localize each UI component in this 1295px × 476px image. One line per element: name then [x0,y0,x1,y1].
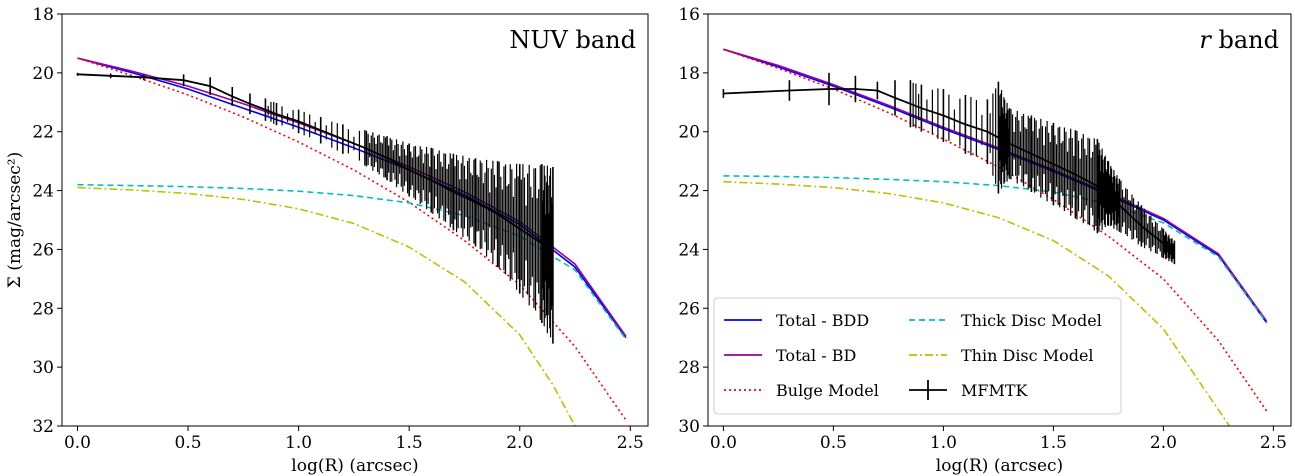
y-tick-label: 30 [678,417,700,437]
series-mfmtk [722,72,1176,265]
y-tick-label: 18 [678,64,700,84]
legend-label: Total - BD [776,346,856,365]
x-tick-label: 1.5 [1040,433,1067,453]
panel-title: r band [1199,26,1279,54]
x-axis-label: log(R) (arcsec) [291,456,418,476]
legend-item: MFMTK [909,380,1029,400]
legend-label: Bulge Model [776,381,879,400]
x-tick-label: 2.0 [506,433,533,453]
legend-item: Total - BDD [724,311,869,330]
legend-label: Thin Disc Model [961,346,1094,365]
axes-frame [61,13,649,427]
y-tick-label: 20 [32,64,54,84]
y-tick-label: 26 [32,240,54,260]
x-tick-label: 2.0 [1150,433,1177,453]
series-thin-disc-model [723,180,1231,426]
series-thin-disc-model [77,186,576,426]
plot-area [722,48,1268,426]
x-tick-label: 2.5 [1260,433,1287,453]
x-tick-label: 1.0 [285,433,312,453]
x-tick-label: 0.5 [820,433,847,453]
legend-item: Thin Disc Model [909,346,1094,365]
series-thick-disc-model [77,183,627,340]
x-tick-label: 0.0 [710,433,737,453]
y-tick-label: 20 [678,123,700,143]
legend-label: Total - BDD [776,311,869,330]
y-tick-label: 18 [32,5,54,25]
x-axis-label: log(R) (arcsec) [936,456,1063,476]
y-tick-label: 22 [678,182,700,202]
legend: Total - BDD Total - BD Bulge Model Thick Di… [713,297,1122,415]
axes-frame [707,13,1292,427]
mfmtk-line [77,73,554,256]
legend-item: Bulge Model [724,381,879,400]
legend-item: Thick Disc Model [909,311,1102,330]
x-tick-label: 1.5 [396,433,423,453]
y-axis-label: Σ (mag/arcsec²) [5,152,25,288]
legend-item: Total - BD [724,346,856,365]
legend-label: MFMTK [961,381,1029,400]
x-tick-label: 0.5 [175,433,202,453]
x-tick-label: 2.5 [617,433,644,453]
legend-box [713,297,1122,415]
y-tick-label: 24 [32,182,54,202]
y-tick-label: 16 [678,5,700,25]
series-bulge-model [723,48,1268,412]
chart-panel-2: 0.0 0.5 1.0 1.5 2.0 2.5 16 18 20 22 24 26 28 30 log(R)… [678,5,1292,476]
plot-area [76,57,627,426]
y-tick-label: 28 [32,299,54,319]
legend-label: Thick Disc Model [961,311,1102,330]
x-tick-label: 0.0 [64,433,91,453]
y-tick-label: 22 [32,123,54,143]
y-tick-label: 32 [32,417,54,437]
y-tick-label: 24 [678,240,700,260]
y-tick-label: 30 [32,358,54,378]
y-tick-label: 26 [678,299,700,319]
x-tick-label: 1.0 [930,433,957,453]
series-mfmtk [76,72,554,344]
chart-panel-1: 0.0 0.5 1.0 1.5 2.0 2.5 18 20 22 24 26 28 30 32 log(R)… [5,5,649,476]
y-tick-label: 28 [678,358,700,378]
panel-title: NUV band [509,26,636,54]
mfmtk-line [723,88,1175,254]
